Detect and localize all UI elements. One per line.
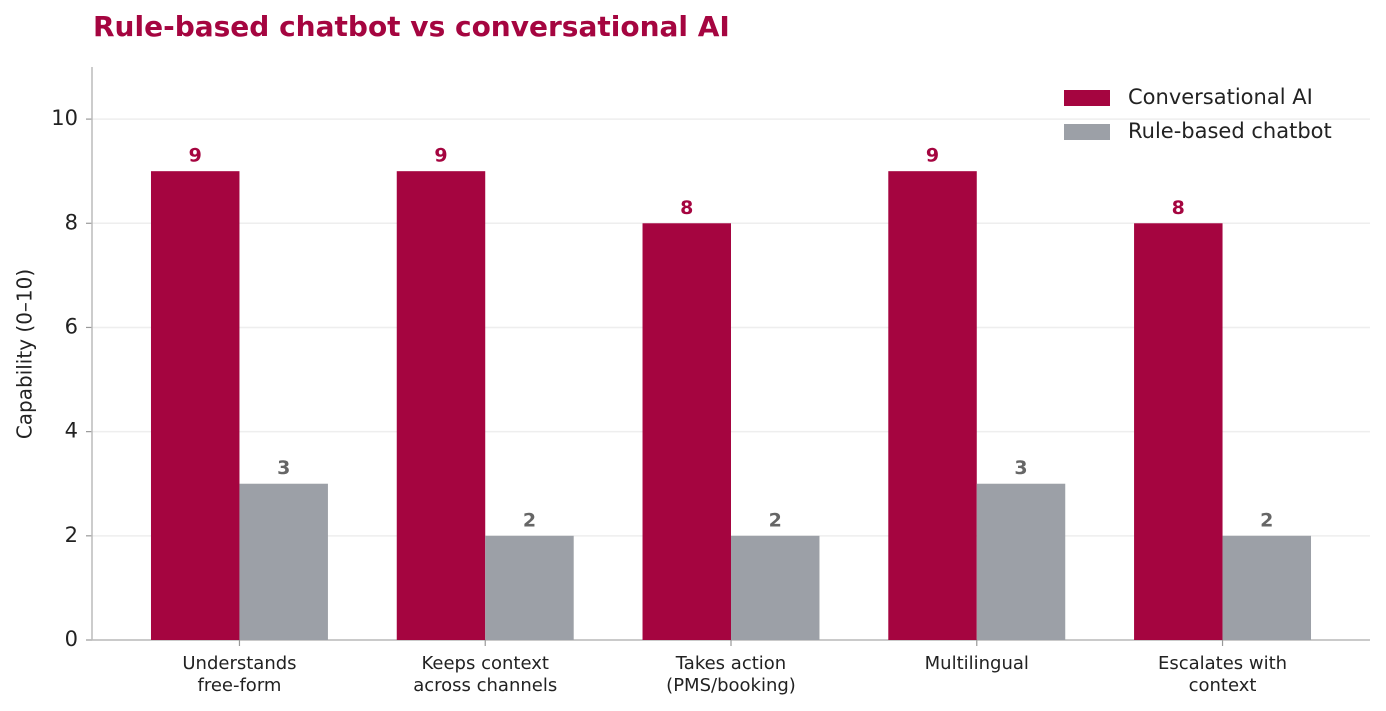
value-label: 9 bbox=[434, 145, 447, 167]
y-tick-label: 6 bbox=[65, 314, 78, 338]
value-label: 2 bbox=[1260, 509, 1273, 531]
value-label: 3 bbox=[1014, 457, 1027, 479]
x-tick-label: Escalates with context bbox=[1158, 653, 1287, 696]
y-tick-label: 8 bbox=[65, 210, 78, 234]
bar bbox=[1222, 535, 1312, 640]
x-tick-label: Keeps context across channels bbox=[413, 653, 557, 696]
bar bbox=[731, 535, 820, 640]
y-axis-label: Capability (0–10) bbox=[13, 269, 37, 439]
bar bbox=[642, 223, 731, 641]
legend-swatch bbox=[1064, 90, 1110, 106]
x-tick-label: Understands free-form bbox=[182, 653, 296, 696]
x-tick-label: Multilingual bbox=[925, 653, 1029, 674]
bar bbox=[396, 171, 486, 640]
bar bbox=[1134, 223, 1223, 641]
legend-label: Conversational AI bbox=[1128, 85, 1313, 109]
y-tick-label: 10 bbox=[51, 106, 78, 130]
bar bbox=[976, 483, 1066, 640]
y-tick-label: 0 bbox=[65, 627, 78, 651]
legend-label: Rule-based chatbot bbox=[1128, 119, 1332, 143]
value-label: 2 bbox=[523, 509, 536, 531]
value-label: 3 bbox=[277, 457, 290, 479]
chart-title: Rule-based chatbot vs conversational AI bbox=[93, 10, 730, 43]
y-tick-label: 4 bbox=[65, 419, 78, 443]
value-label: 2 bbox=[769, 509, 782, 531]
value-label: 8 bbox=[680, 197, 693, 219]
y-tick-label: 2 bbox=[65, 523, 78, 547]
bar bbox=[485, 535, 574, 640]
value-label: 9 bbox=[189, 145, 202, 167]
bar bbox=[150, 171, 240, 640]
value-label: 9 bbox=[926, 145, 939, 167]
value-label: 8 bbox=[1172, 197, 1185, 219]
bar bbox=[239, 483, 328, 640]
x-tick-label: Takes action (PMS/booking) bbox=[666, 653, 796, 696]
bar bbox=[888, 171, 977, 640]
legend-swatch bbox=[1064, 124, 1110, 140]
